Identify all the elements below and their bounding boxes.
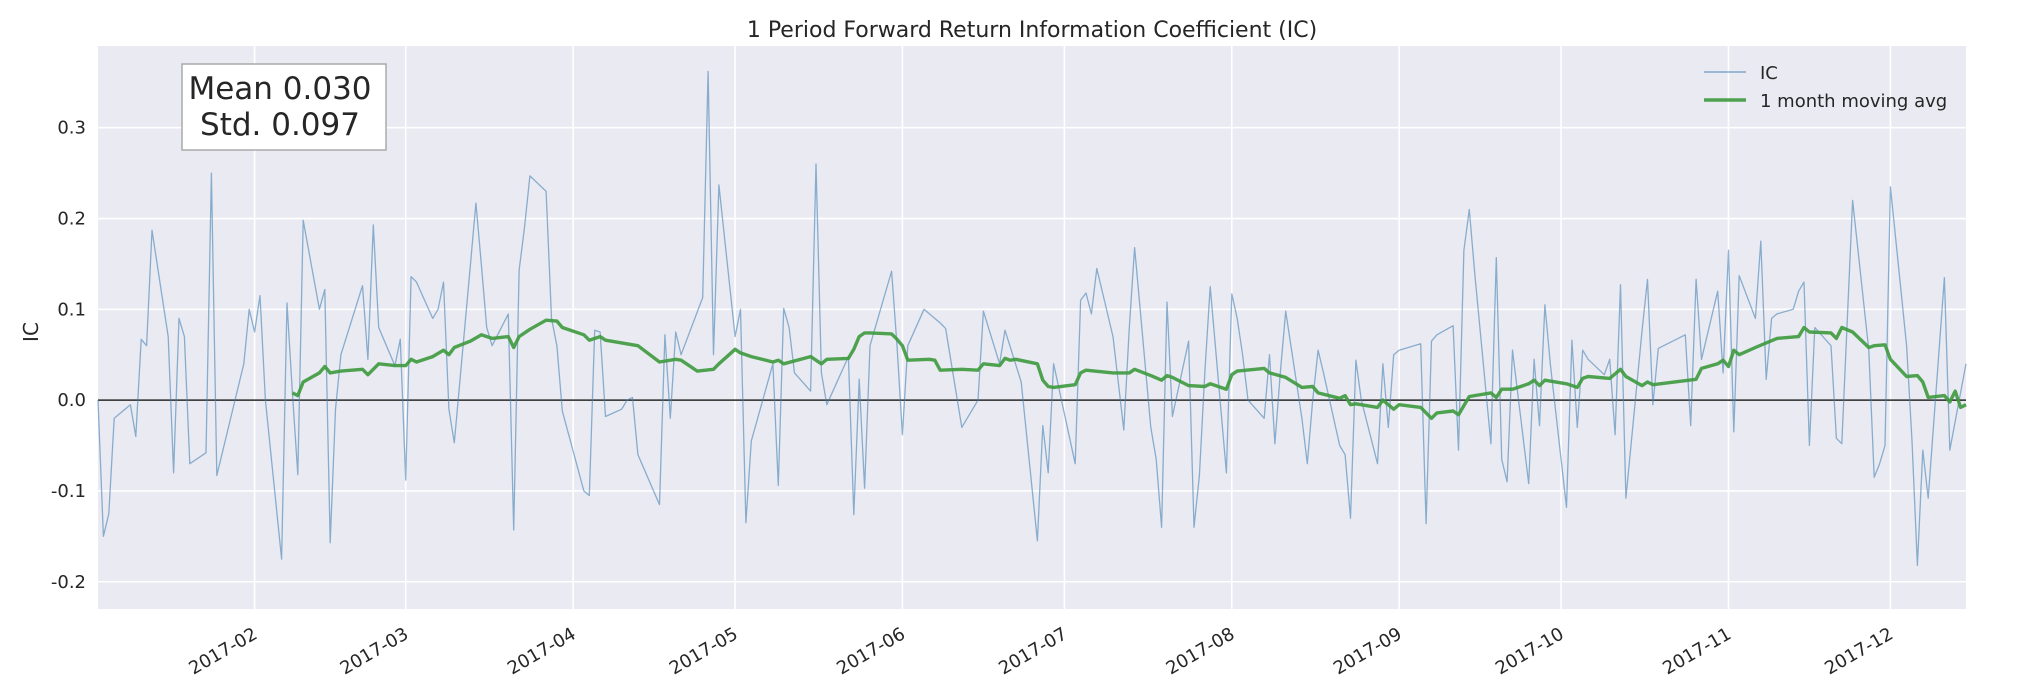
x-tick-label: 2017-09 bbox=[1330, 624, 1406, 680]
x-tick-labels: 2017-02 2017-03 2017-04 2017-05 2017-06 2017-… bbox=[185, 624, 1896, 680]
y-tick-label: -0.2 bbox=[51, 572, 86, 593]
y-tick-label: 0.3 bbox=[57, 118, 86, 139]
stats-box: Mean 0.030 Std. 0.097 bbox=[181, 63, 387, 151]
legend: IC 1 month moving avg bbox=[1704, 63, 1947, 112]
y-tick-label: 0.2 bbox=[57, 209, 86, 230]
y-axis-label: IC bbox=[19, 322, 43, 342]
legend-label-ic: IC bbox=[1760, 63, 1778, 84]
y-tick-label: 0.0 bbox=[57, 390, 86, 411]
stats-mean: Mean 0.030 bbox=[188, 71, 371, 107]
stats-std: Std. 0.097 bbox=[200, 107, 360, 143]
y-tick-label: 0.1 bbox=[57, 299, 86, 320]
y-tick-labels: -0.2 -0.1 0.0 0.1 0.2 0.3 bbox=[51, 118, 86, 593]
x-tick-label: 2017-04 bbox=[504, 624, 580, 680]
chart-title: 1 Period Forward Return Information Coef… bbox=[747, 18, 1317, 43]
series-layer bbox=[97, 70, 1967, 567]
x-tick-label: 2017-07 bbox=[995, 624, 1071, 680]
x-tick-label: 2017-11 bbox=[1659, 624, 1735, 680]
x-tick-label: 2017-06 bbox=[833, 624, 909, 680]
x-tick-label: 2017-02 bbox=[185, 624, 261, 680]
stats-box-frame bbox=[181, 63, 387, 151]
y-tick-label: -0.1 bbox=[51, 481, 86, 502]
x-tick-label: 2017-12 bbox=[1821, 624, 1897, 680]
legend-label-moving-avg: 1 month moving avg bbox=[1760, 91, 1947, 112]
x-tick-label: 2017-10 bbox=[1492, 624, 1568, 680]
x-tick-label: 2017-03 bbox=[337, 624, 413, 680]
moving-avg-series-line bbox=[291, 318, 1967, 420]
x-tick-label: 2017-05 bbox=[666, 624, 742, 680]
x-tick-label: 2017-08 bbox=[1163, 624, 1239, 680]
